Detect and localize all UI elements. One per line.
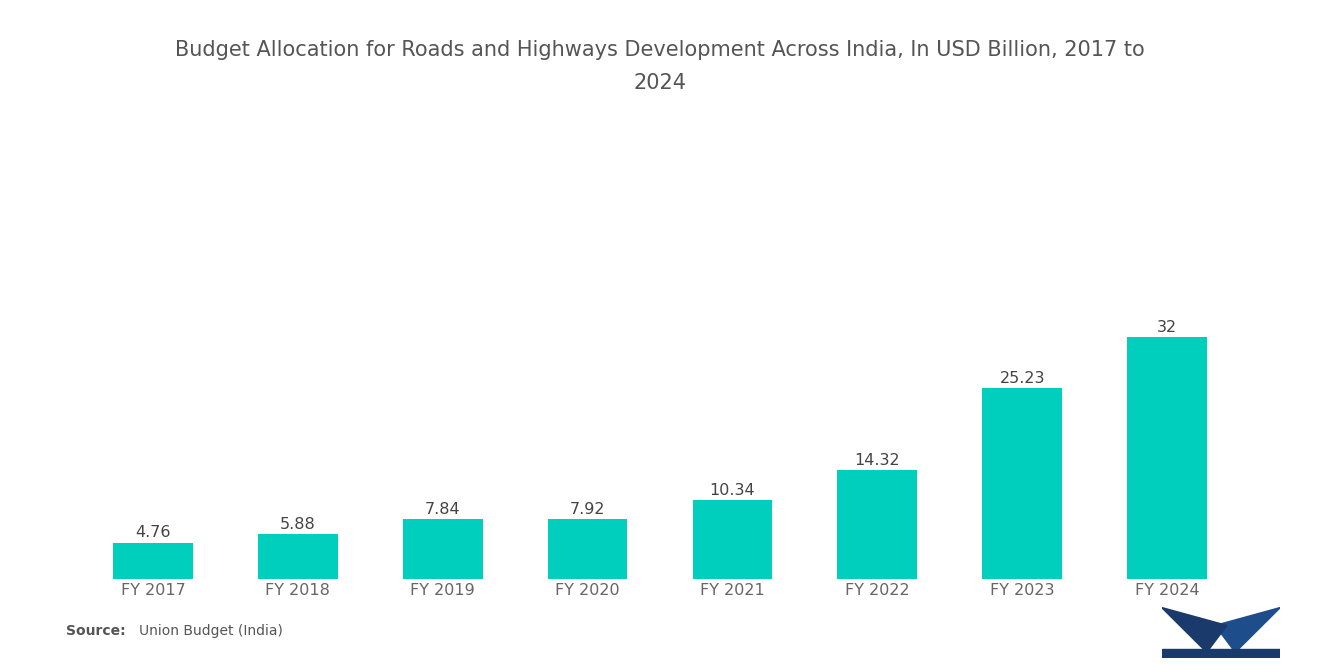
Bar <box>1127 337 1206 579</box>
Bar <box>693 501 772 579</box>
Text: 25.23: 25.23 <box>999 371 1045 386</box>
Text: Budget Allocation for Roads and Highways Development Across India, In USD Billio: Budget Allocation for Roads and Highways… <box>176 40 1144 60</box>
Text: 4.76: 4.76 <box>135 525 170 541</box>
Text: 32: 32 <box>1158 320 1177 334</box>
Text: Union Budget (India): Union Budget (India) <box>139 624 282 638</box>
Text: 10.34: 10.34 <box>710 483 755 498</box>
Polygon shape <box>1162 608 1226 652</box>
Text: 5.88: 5.88 <box>280 517 315 532</box>
Text: 7.84: 7.84 <box>425 502 461 517</box>
Text: 2024: 2024 <box>634 73 686 93</box>
Bar <box>257 534 338 579</box>
Bar <box>982 388 1063 579</box>
Text: Source:: Source: <box>66 624 125 638</box>
Text: 7.92: 7.92 <box>570 501 606 517</box>
Polygon shape <box>1214 608 1280 652</box>
Bar <box>837 470 917 579</box>
Bar <box>114 543 193 579</box>
Text: 14.32: 14.32 <box>854 453 900 468</box>
Bar <box>548 519 627 579</box>
Bar <box>403 519 483 579</box>
Polygon shape <box>1162 649 1280 658</box>
